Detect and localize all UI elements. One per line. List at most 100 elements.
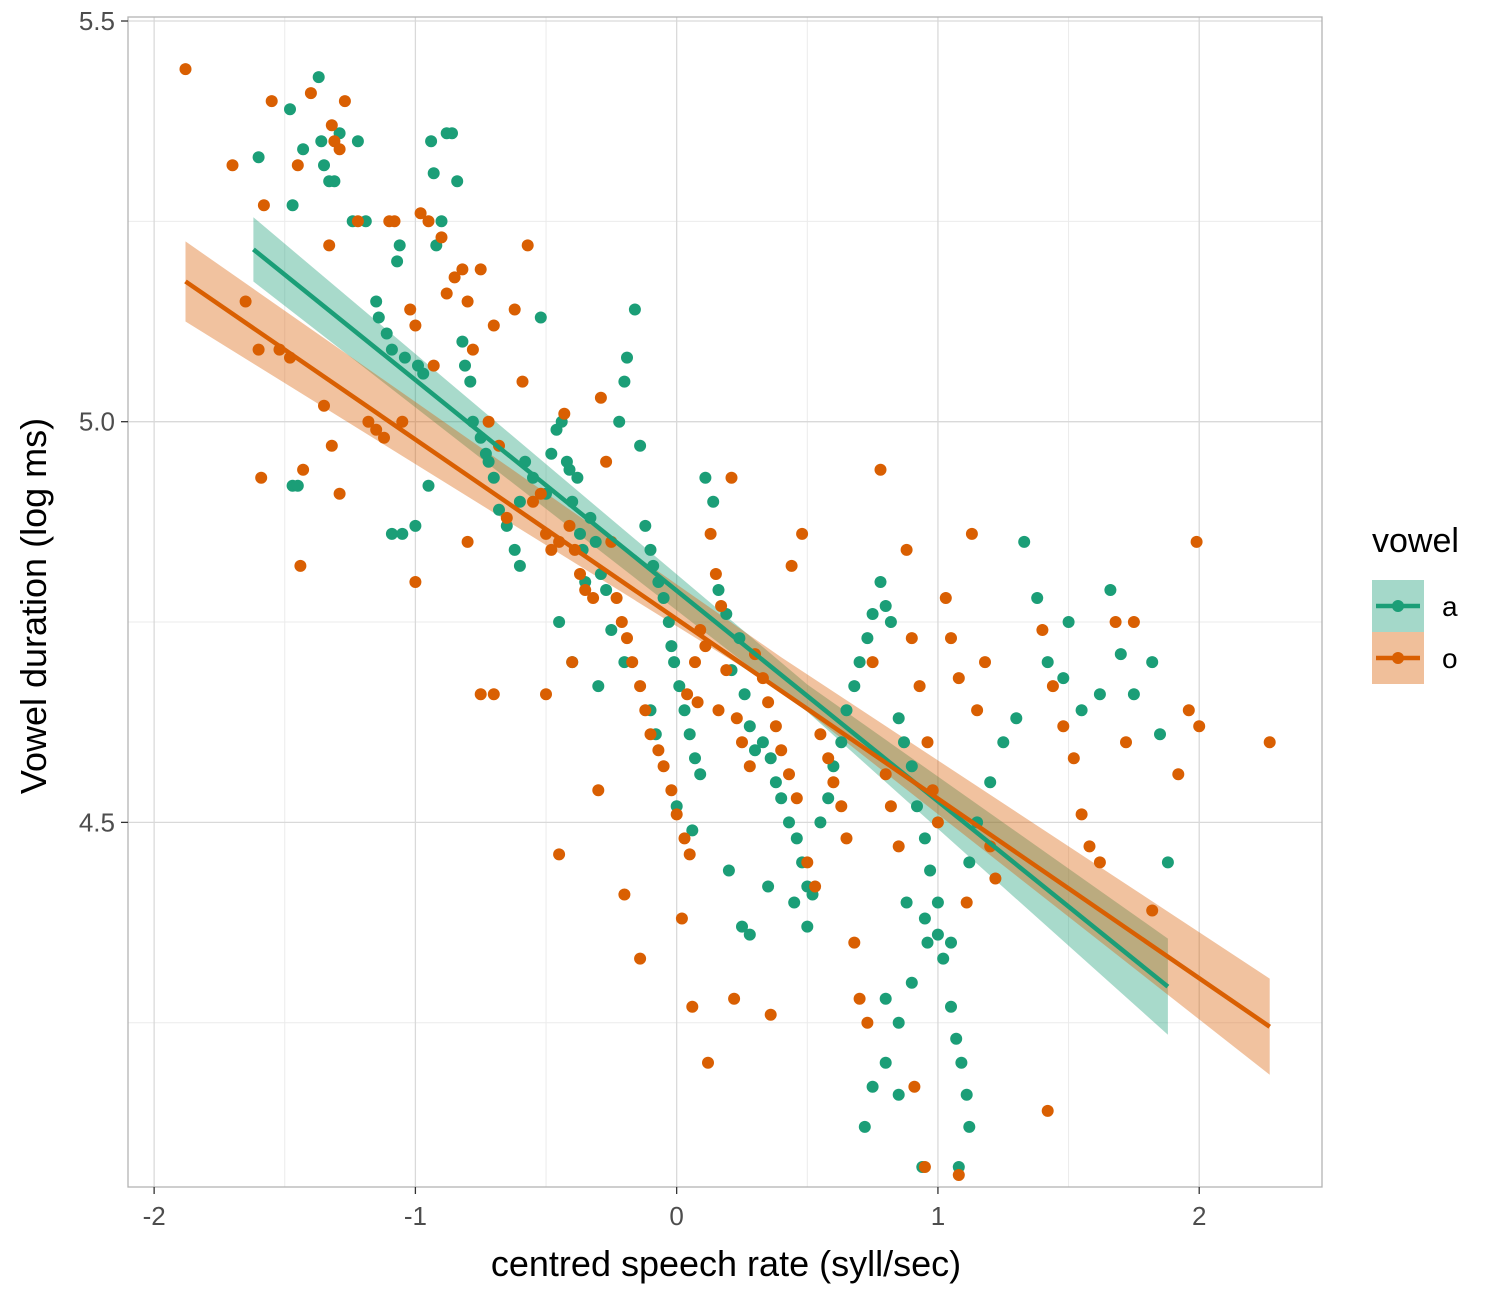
data-point-o (900, 543, 913, 556)
data-point-o (592, 784, 605, 797)
data-point-a (391, 255, 404, 268)
data-point-a (892, 1088, 905, 1101)
data-point-o (396, 415, 409, 428)
data-point-a (417, 367, 430, 380)
data-point-a (945, 936, 957, 949)
data-point-o (715, 600, 728, 612)
data-point-o (255, 471, 268, 484)
data-point-a (997, 736, 1010, 749)
data-point-a (853, 656, 866, 669)
data-point-o (634, 952, 647, 965)
data-point-a (315, 135, 328, 148)
data-point-o (422, 215, 435, 228)
data-point-o (670, 808, 683, 821)
data-point-a (459, 359, 471, 372)
data-point-a (764, 752, 777, 765)
data-point-a (900, 896, 913, 909)
data-point-o (448, 271, 461, 284)
data-point-o (456, 263, 469, 276)
data-point-o (325, 439, 338, 452)
data-point-o (1083, 840, 1096, 853)
data-point-a (589, 535, 602, 548)
data-point-o (979, 656, 991, 669)
data-point-o (681, 688, 694, 701)
data-point-a (351, 135, 364, 148)
data-point-o (801, 856, 814, 869)
x-axis-title: centred speech rate (syll/sec) (491, 1243, 961, 1284)
data-point-a (884, 616, 897, 628)
data-point-a (639, 519, 652, 532)
data-point-o (545, 543, 558, 556)
data-point-a (286, 199, 299, 212)
data-point-o (921, 736, 934, 749)
data-point-o (257, 199, 270, 212)
x-tick-label: -2 (143, 1201, 166, 1231)
data-point-o (657, 760, 670, 773)
data-point-o (487, 688, 500, 701)
data-point-a (1154, 728, 1166, 741)
data-point-o (487, 319, 500, 332)
data-point-o (814, 728, 827, 741)
data-point-o (440, 287, 453, 300)
data-point-o (952, 1169, 965, 1181)
data-point-o (783, 768, 795, 781)
data-point-o (775, 744, 788, 757)
data-point-a (482, 455, 495, 468)
data-point-o (675, 912, 688, 925)
data-point-o (579, 584, 592, 596)
data-point-a (618, 375, 631, 388)
data-point-a (683, 728, 696, 741)
fit-line-a (251, 247, 1170, 989)
data-point-o (702, 1056, 714, 1069)
data-point-a (621, 351, 633, 364)
data-point-o (461, 295, 474, 308)
data-point-o (338, 95, 351, 108)
data-point-a (1146, 656, 1159, 669)
data-point-a (574, 527, 586, 540)
data-point-o (785, 559, 798, 572)
legend-label-a: a (1442, 591, 1458, 622)
data-point-a (707, 495, 720, 508)
data-point-o (1190, 535, 1203, 548)
data-point-o (325, 119, 338, 132)
data-point-a (380, 327, 393, 340)
data-point-a (874, 576, 887, 588)
data-point-o (853, 992, 866, 1005)
data-point-a (861, 632, 874, 645)
data-point-a (918, 912, 931, 925)
legend-title: vowel (1372, 522, 1459, 560)
data-point-a (736, 920, 748, 933)
data-point-o (534, 487, 547, 500)
data-point-a (743, 720, 756, 733)
data-point-o (790, 792, 803, 805)
data-point-a (464, 375, 477, 388)
data-point-o (644, 728, 657, 741)
data-point-a (571, 471, 584, 484)
data-point-a (924, 864, 937, 877)
data-point-o (840, 832, 853, 845)
data-point-a (553, 616, 566, 628)
data-point-a (931, 896, 944, 909)
data-point-a (372, 311, 385, 324)
confidence-bands (185, 217, 1270, 1075)
data-point-a (1104, 584, 1117, 596)
data-point-o (691, 696, 704, 709)
data-point-a (960, 1088, 973, 1101)
data-point-o (294, 559, 307, 572)
data-point-o (1057, 720, 1070, 733)
data-point-a (1161, 856, 1174, 869)
data-point-a (722, 864, 735, 877)
data-point-a (328, 175, 341, 188)
data-point-o (461, 535, 474, 548)
data-point-a (563, 463, 576, 476)
data-point-a (628, 303, 641, 316)
data-point-a (312, 71, 325, 84)
data-point-a (931, 928, 944, 941)
data-point-a (673, 680, 686, 693)
data-point-o (516, 375, 529, 388)
data-point-o (720, 664, 733, 677)
data-point-a (905, 976, 918, 989)
data-point-o (610, 592, 623, 604)
data-point-a (393, 239, 406, 252)
data-point-o (291, 159, 304, 172)
